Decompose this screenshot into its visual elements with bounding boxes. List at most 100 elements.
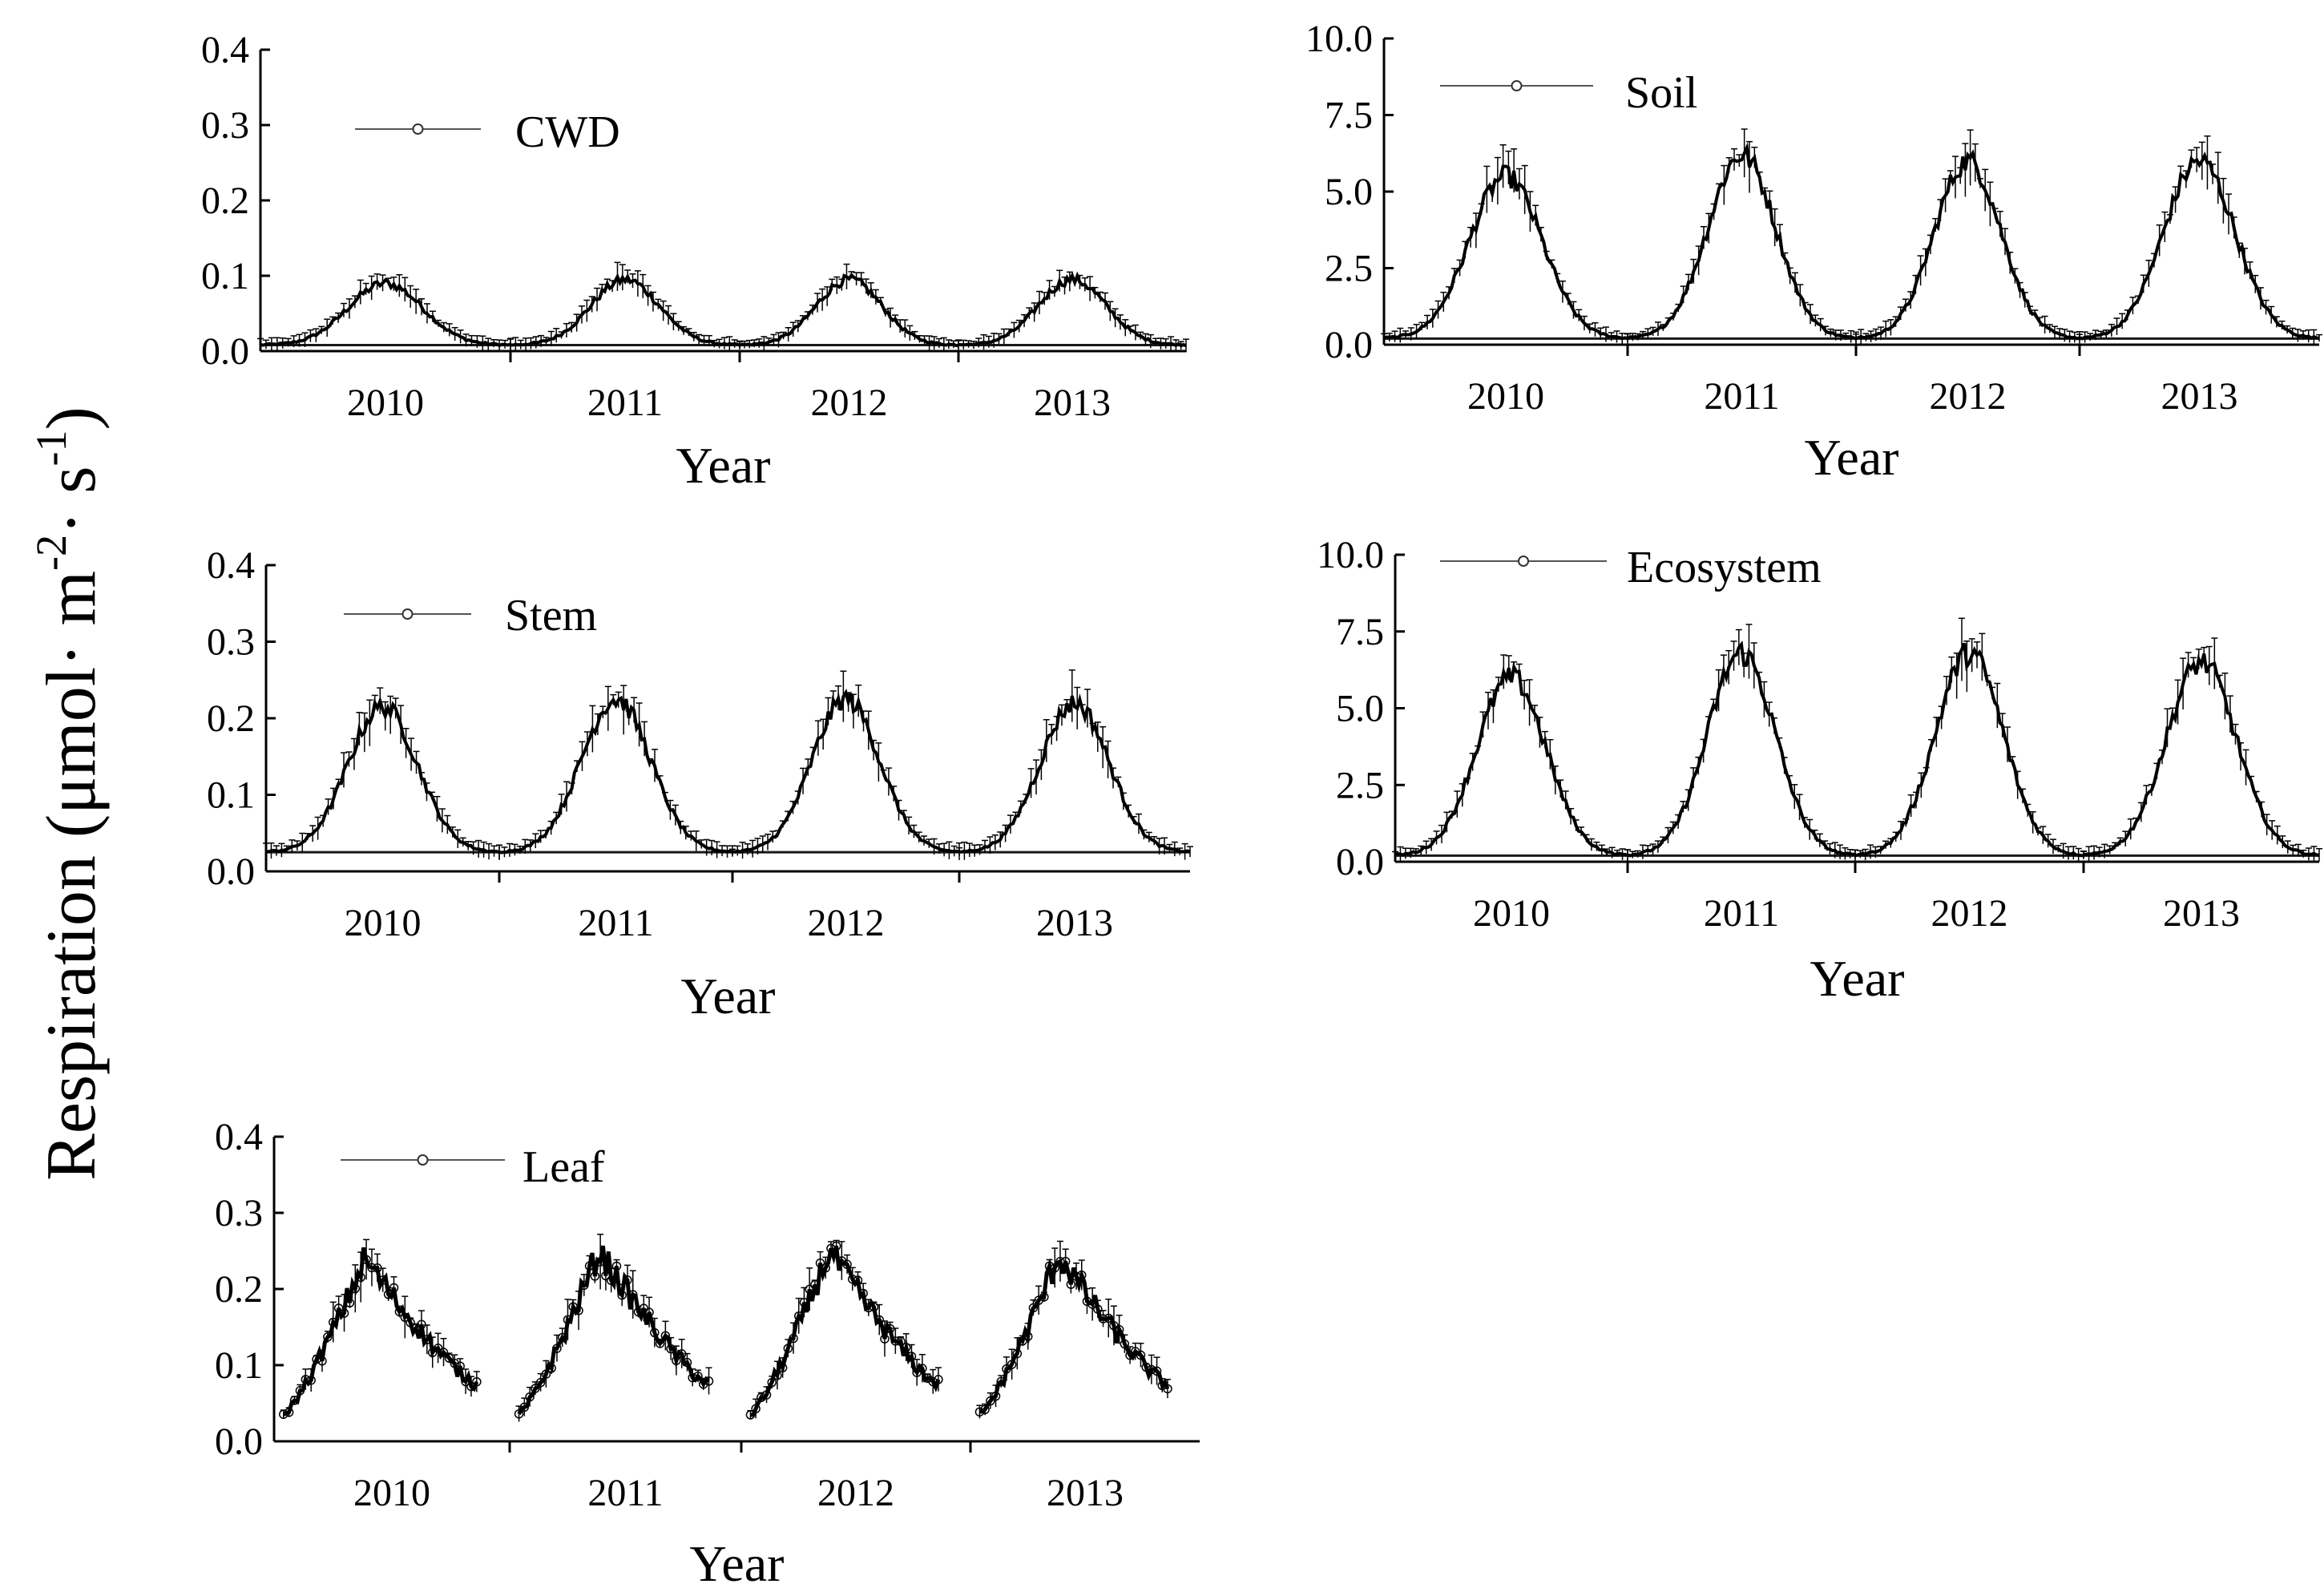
ecosystem-x-axis-label: Year xyxy=(1810,950,1905,1007)
cwd-y-tick-label: 0.3 xyxy=(201,104,249,147)
leaf-legend-label: Leaf xyxy=(522,1142,605,1192)
ecosystem-y-tick-label: 2.5 xyxy=(1336,764,1384,806)
soil-x-axis-label: Year xyxy=(1805,429,1899,486)
y-axis-label-mid: · s xyxy=(33,466,111,535)
cwd-series-line-2011 xyxy=(510,273,740,347)
ecosystem-error-bars-2013 xyxy=(2080,637,2322,862)
cwd-y-tick-label: 0.4 xyxy=(201,29,249,71)
panel-soil: 0.0 2.5 5.0 7.5 10.0 2010 2011 2012 2013 Year Soil xyxy=(1305,18,2322,486)
stem-x-tick-label: 2011 xyxy=(578,902,653,944)
soil-series-line-2012 xyxy=(1855,149,2080,341)
cwd-series-line-2012 xyxy=(739,273,959,348)
y-axis-label-sup2: -1 xyxy=(27,430,75,466)
stem-x-tick-label: 2010 xyxy=(345,902,422,944)
leaf-series-line-2013 xyxy=(978,1258,1170,1414)
ecosystem-error-bars-2010 xyxy=(1392,654,1631,862)
panel-stem: 0.0 0.1 0.2 0.3 0.4 2010 2011 2012 2013 Year Stem xyxy=(207,544,1193,1024)
cwd-error-bars-2011 xyxy=(507,261,743,352)
stem-x-axis-label: Year xyxy=(681,968,776,1024)
panel-ecosystem: 0.0 2.5 5.0 7.5 10.0 2010 2011 2012 2013 Year Ecos… xyxy=(1317,534,2322,1007)
soil-error-bars-2010 xyxy=(1381,143,1631,344)
ecosystem-series-line-2013 xyxy=(2083,653,2320,857)
leaf-x-tick-label: 2013 xyxy=(1047,1472,1124,1514)
leaf-series xyxy=(279,1233,1172,1422)
stem-y-tick-label: 0.2 xyxy=(207,697,255,740)
soil-x-tick-label: 2011 xyxy=(1704,375,1779,418)
y-axis-label-main: Respiration (μmol· m xyxy=(33,571,111,1181)
stem-x-tick-label: 2012 xyxy=(808,902,885,944)
stem-error-bars-2012 xyxy=(729,670,962,860)
ecosystem-legend-label: Ecosystem xyxy=(1627,543,1822,592)
soil-x-tick-label: 2013 xyxy=(2161,375,2238,418)
leaf-markers-2010 xyxy=(279,1255,482,1420)
leaf-error-bars-2011 xyxy=(515,1233,712,1422)
leaf-series-line-2012 xyxy=(750,1245,941,1417)
cwd-x-tick-label: 2013 xyxy=(1034,382,1111,424)
soil-x-tick-label: 2012 xyxy=(1930,375,2007,418)
cwd-x-tick-label: 2011 xyxy=(587,382,663,424)
y-axis-label-close: ) xyxy=(33,406,111,430)
svg-text:Respiration (μmol· m-2· s-1): Respiration (μmol· m-2· s-1) xyxy=(27,406,111,1181)
soil-y-tick-label: 5.0 xyxy=(1325,171,1373,213)
leaf-y-tick-label: 0.0 xyxy=(215,1420,263,1463)
stem-series-line-2012 xyxy=(732,688,960,855)
cwd-x-tick-label: 2010 xyxy=(347,382,424,424)
leaf-y-tick-label: 0.4 xyxy=(215,1116,263,1158)
leaf-error-bars-2013 xyxy=(976,1240,1171,1419)
soil-y-tick-label: 10.0 xyxy=(1305,18,1373,60)
leaf-legend-marker xyxy=(417,1154,429,1166)
ecosystem-x-tick-label: 2013 xyxy=(2163,892,2240,935)
cwd-y-tick-label: 0.1 xyxy=(201,255,249,297)
soil-error-bars-2013 xyxy=(2076,135,2322,344)
y-axis-label: Respiration (μmol· m-2· s-1) xyxy=(27,406,111,1181)
soil-y-tick-label: 0.0 xyxy=(1325,324,1373,366)
leaf-x-tick-label: 2012 xyxy=(817,1472,894,1514)
stem-series-line-2011 xyxy=(498,695,733,855)
leaf-series-line-2010 xyxy=(283,1247,479,1416)
soil-y-tick-label: 7.5 xyxy=(1325,95,1373,137)
leaf-x-axis-label: Year xyxy=(690,1535,785,1588)
ecosystem-series-line-2012 xyxy=(1854,642,2084,858)
leaf-y-tick-label: 0.1 xyxy=(215,1344,263,1387)
cwd-series xyxy=(257,261,1189,353)
stem-y-tick-label: 0.3 xyxy=(207,621,255,664)
cwd-series-line-2010 xyxy=(260,277,511,348)
soil-series-line-2010 xyxy=(1383,164,1628,341)
cwd-legend-label: CWD xyxy=(515,107,620,157)
stem-series-line-2013 xyxy=(958,693,1191,854)
leaf-y-tick-label: 0.2 xyxy=(215,1268,263,1311)
cwd-error-bars-2013 xyxy=(955,269,1189,353)
ecosystem-legend-marker xyxy=(1518,556,1529,567)
stem-series-line-2010 xyxy=(265,696,500,855)
ecosystem-x-tick-label: 2010 xyxy=(1473,892,1550,935)
cwd-legend-marker xyxy=(412,123,424,135)
leaf-error-bars-2010 xyxy=(280,1238,480,1419)
ecosystem-y-tick-label: 10.0 xyxy=(1317,534,1384,576)
panel-leaf: 0.0 0.1 0.2 0.3 0.4 2010 2011 2012 2013 Year Leaf xyxy=(215,1116,1200,1588)
soil-legend-label: Soil xyxy=(1625,68,1697,118)
cwd-series-line-2013 xyxy=(958,271,1187,348)
panel-cwd: 0.0 0.1 0.2 0.3 0.4 2010 2011 2012 2013 Year CWD xyxy=(201,29,1189,494)
soil-y-tick-label: 2.5 xyxy=(1325,248,1373,290)
stem-y-tick-label: 0.1 xyxy=(207,774,255,817)
y-axis-label-sup1: -2 xyxy=(27,535,75,571)
stem-legend-marker xyxy=(401,608,414,620)
ecosystem-series xyxy=(1392,617,2322,862)
ecosystem-series-line-2011 xyxy=(1627,640,1856,858)
stem-error-bars-2011 xyxy=(496,685,736,859)
ecosystem-x-tick-label: 2011 xyxy=(1704,892,1779,935)
soil-series-line-2013 xyxy=(2079,151,2320,341)
soil-legend-marker xyxy=(1511,80,1523,91)
leaf-x-tick-label: 2010 xyxy=(353,1472,430,1514)
soil-error-bars-2011 xyxy=(1624,128,1859,346)
leaf-x-tick-label: 2011 xyxy=(587,1472,663,1514)
ecosystem-error-bars-2011 xyxy=(1624,624,1858,861)
cwd-y-tick-label: 0.2 xyxy=(201,180,249,222)
leaf-series-line-2011 xyxy=(517,1245,711,1416)
stem-y-tick-label: 0.0 xyxy=(207,851,255,893)
cwd-y-tick-label: 0.0 xyxy=(201,330,249,373)
stem-series xyxy=(263,669,1193,860)
leaf-markers-2012 xyxy=(745,1241,943,1420)
ecosystem-series-line-2010 xyxy=(1394,662,1628,857)
